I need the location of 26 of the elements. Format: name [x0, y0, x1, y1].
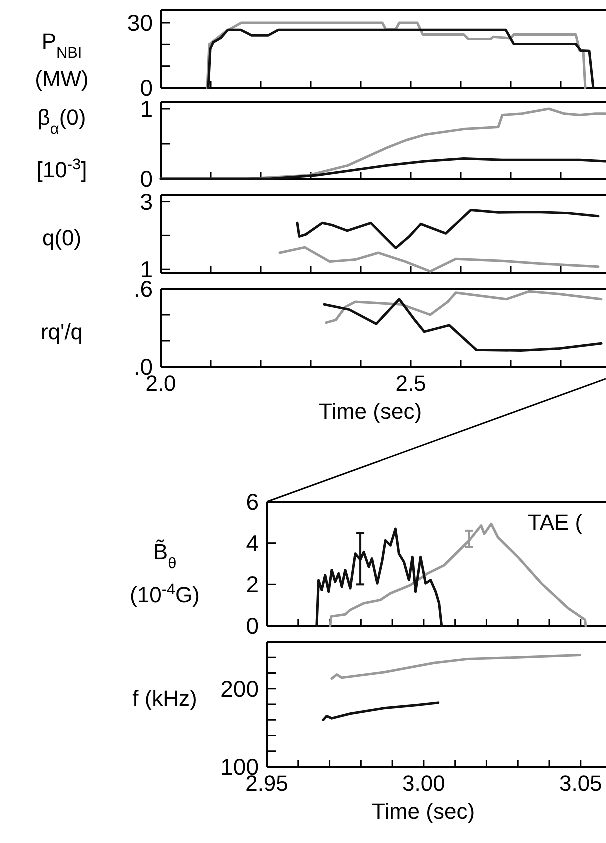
y-tick-label: 0 — [246, 613, 259, 640]
y-tick-label: .6 — [134, 276, 153, 302]
line-series — [316, 528, 444, 628]
line-series — [330, 654, 582, 680]
y-tick-label: 30 — [127, 10, 153, 36]
line-series — [278, 246, 600, 273]
y-axis-title: rq'/q — [40, 320, 84, 345]
line-series — [325, 290, 603, 324]
x-axis-title: Time (sec) — [318, 399, 422, 424]
y-axis-title: f (kHz) — [132, 686, 198, 711]
text: β$_{α}$(0) [10$^{-3}$] — [36, 105, 88, 182]
y-tick-label: 6 — [246, 489, 259, 516]
y-axis-title: P$_{NBI}$ (MW) — [35, 28, 89, 92]
y-tick-label: 2 — [246, 572, 259, 598]
annotation: TAE ( — [528, 510, 584, 535]
y-axis-title: q(0) — [42, 226, 82, 251]
x-axis-title: Time (sec) — [372, 799, 476, 824]
line-series — [323, 298, 603, 352]
x-tick-label: 3.00 — [402, 771, 446, 796]
x-tick-label: 2.5 — [396, 371, 426, 396]
x-tick-label: 3.05 — [559, 771, 602, 796]
y-axis-title: B̃$_{θ}$ (10$^{-4}$G) — [130, 539, 200, 608]
line-series — [296, 209, 600, 250]
y-tick-label: 4 — [246, 530, 260, 556]
line-series — [322, 702, 440, 722]
y-tick-label: 200 — [220, 676, 259, 702]
